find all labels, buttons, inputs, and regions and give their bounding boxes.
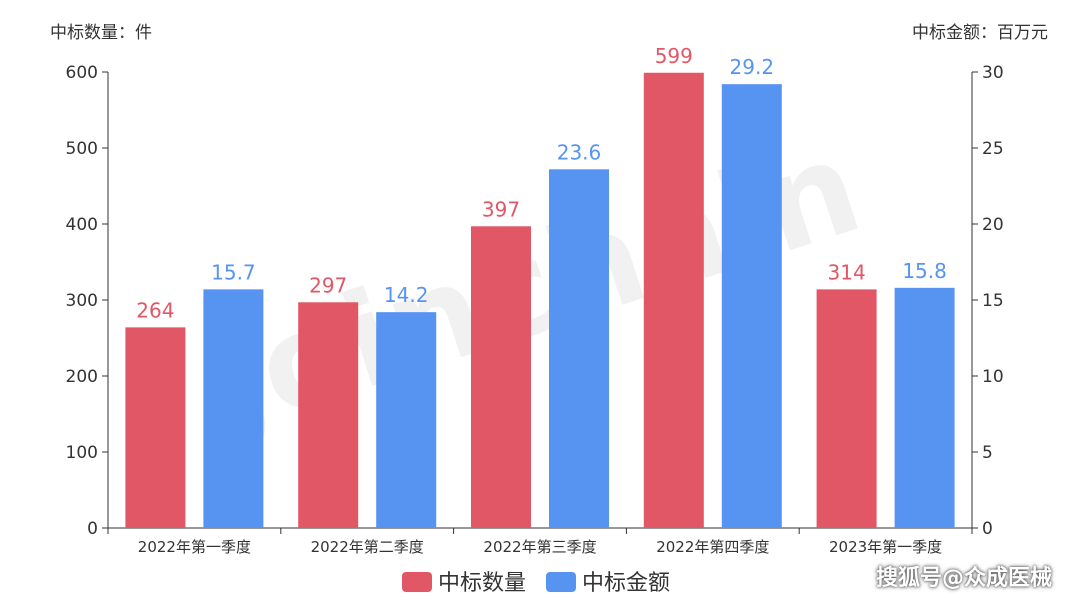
legend-swatch-count[interactable]: [402, 572, 432, 592]
category-label: 2022年第三季度: [483, 538, 596, 556]
bar-amount[interactable]: [203, 289, 264, 528]
data-label-count: 314: [828, 260, 866, 284]
legend-swatch-amount[interactable]: [546, 572, 576, 592]
data-labels-group: 264 15.7 297 14.2 397 23.6 599 29.2 314 15.8: [136, 44, 947, 323]
data-label-amount: 15.8: [902, 259, 947, 283]
left-tick-label: 100: [66, 443, 98, 463]
bar-count[interactable]: [816, 289, 877, 528]
right-axis-title: 中标金额：百万元: [912, 23, 1048, 43]
left-tick-label: 400: [66, 215, 98, 235]
bar-amount[interactable]: [721, 84, 782, 528]
category-label: 2022年第四季度: [656, 538, 769, 556]
category-label: 2022年第一季度: [138, 538, 251, 556]
bar-amount[interactable]: [549, 169, 609, 528]
credit-watermark: 搜狐号@众成医械: [875, 566, 1052, 591]
right-tick-label: 5: [982, 443, 993, 463]
bar-amount[interactable]: [894, 287, 955, 528]
bars-group: [125, 72, 955, 528]
right-tick-label: 20: [982, 215, 1004, 235]
legend-label-amount[interactable]: 中标金额: [582, 571, 670, 596]
bar-count[interactable]: [643, 72, 704, 528]
bar-amount[interactable]: [376, 312, 437, 528]
data-label-amount: 14.2: [384, 283, 429, 307]
data-label-amount: 23.6: [557, 140, 602, 164]
right-tick-label: 30: [982, 63, 1004, 83]
bar-count[interactable]: [471, 226, 531, 528]
left-tick-label: 300: [66, 291, 98, 311]
right-tick-label: 10: [982, 367, 1004, 387]
left-tick-label: 200: [66, 367, 98, 387]
left-tick-label: 0: [87, 519, 98, 539]
data-label-amount: 15.7: [211, 260, 256, 284]
bar-count[interactable]: [125, 327, 186, 528]
category-label: 2023年第一季度: [829, 538, 942, 556]
left-tick-label: 500: [66, 139, 98, 159]
data-label-count: 397: [482, 197, 520, 221]
right-tick-label: 0: [982, 519, 993, 539]
legend-label-count[interactable]: 中标数量: [438, 571, 526, 596]
left-axis-title: 中标数量：件: [50, 23, 152, 43]
data-label-count: 264: [136, 298, 174, 322]
data-label-count: 599: [655, 44, 693, 68]
legend[interactable]: 中标数量 中标金额: [402, 571, 670, 596]
bar-count[interactable]: [298, 302, 359, 528]
category-label: 2022年第二季度: [311, 538, 424, 556]
data-label-count: 297: [309, 273, 347, 297]
left-tick-label: 600: [66, 63, 98, 83]
right-tick-label: 15: [982, 291, 1004, 311]
data-label-amount: 29.2: [730, 55, 775, 79]
category-labels-group: 2022年第一季度 2022年第二季度 2022年第三季度 2022年第四季度 2023…: [138, 538, 942, 556]
right-tick-label: 25: [982, 139, 1004, 159]
